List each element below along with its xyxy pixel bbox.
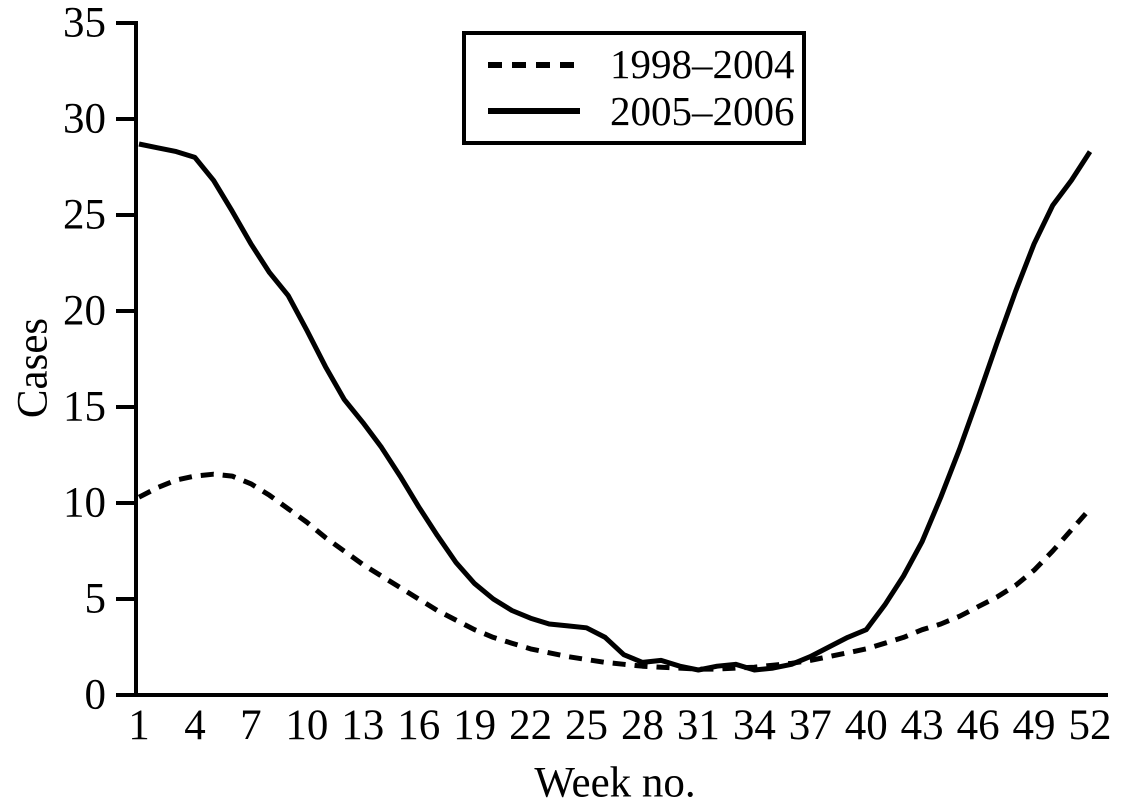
series-line-1998-2004	[137, 471, 1092, 672]
x-tick-label: 46	[957, 702, 1000, 749]
x-tick-label: 28	[621, 702, 664, 749]
x-tick-label: 37	[789, 702, 832, 749]
dashed-line-sample-icon	[488, 61, 580, 68]
x-tick-label: 25	[565, 702, 608, 749]
x-tick-label: 43	[901, 702, 944, 749]
x-tick-label: 7	[240, 702, 262, 749]
y-tick-label: 15	[63, 384, 106, 431]
x-tick-label: 13	[341, 702, 384, 749]
x-tick-label: 52	[1069, 702, 1112, 749]
x-tick-label: 22	[509, 702, 552, 749]
legend-item-1998-2004: 1998–2004	[488, 44, 802, 85]
y-tick-label: 5	[85, 576, 107, 623]
y-tick-label: 35	[63, 0, 106, 47]
x-tick-label: 10	[285, 702, 328, 749]
legend-label-1998-2004: 1998–2004	[610, 41, 795, 88]
x-tick-label: 4	[184, 702, 206, 749]
legend-label-2005-2006: 2005–2006	[610, 87, 795, 134]
y-tick-label: 10	[63, 480, 106, 527]
y-axis-title: Cases	[9, 317, 57, 419]
x-tick-label: 34	[733, 702, 776, 749]
x-tick-label: 16	[397, 702, 440, 749]
x-axis-title: Week no.	[534, 759, 696, 807]
x-tick-label: 1	[128, 702, 150, 749]
x-tick-label: 49	[1013, 702, 1056, 749]
y-tick-label: 0	[85, 672, 107, 719]
y-tick-label: 20	[63, 288, 106, 335]
series-line-2005-2006	[138, 141, 1093, 673]
x-tick-label: 40	[845, 702, 888, 749]
legend-item-2005-2006: 2005–2006	[488, 87, 802, 134]
x-tick-label: 19	[453, 702, 496, 749]
y-tick-label: 30	[63, 96, 106, 143]
solid-line-sample-icon	[488, 108, 580, 115]
y-tick-label: 25	[63, 192, 106, 239]
legend: 1998–2004 2005–2006	[462, 31, 806, 145]
x-tick-label: 31	[677, 702, 720, 749]
